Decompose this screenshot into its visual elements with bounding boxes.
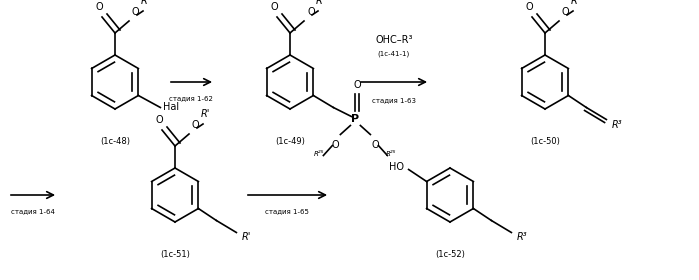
Text: (1c-48): (1c-48) xyxy=(100,137,130,146)
Text: O: O xyxy=(331,139,339,150)
Text: R³: R³ xyxy=(517,232,527,242)
Text: Hal: Hal xyxy=(164,102,180,113)
Text: R²⁵: R²⁵ xyxy=(314,151,324,157)
Text: стадия 1-64: стадия 1-64 xyxy=(11,208,55,214)
Text: O: O xyxy=(562,7,570,17)
Text: P: P xyxy=(352,115,359,125)
Text: R': R' xyxy=(316,0,325,6)
Text: O: O xyxy=(372,139,379,150)
Text: (1c-49): (1c-49) xyxy=(275,137,305,146)
Text: стадия 1-65: стадия 1-65 xyxy=(265,208,309,214)
Text: (1c-50): (1c-50) xyxy=(530,137,560,146)
Text: OHC–R³: OHC–R³ xyxy=(375,35,412,45)
Text: стадия 1-63: стадия 1-63 xyxy=(372,97,416,103)
Text: R': R' xyxy=(141,0,150,6)
Text: O: O xyxy=(155,115,163,125)
Text: R': R' xyxy=(201,109,210,119)
Text: (1c-52): (1c-52) xyxy=(435,250,465,259)
Text: O: O xyxy=(354,81,361,90)
Text: стадия 1-62: стадия 1-62 xyxy=(169,95,213,101)
Text: (1c-41-1): (1c-41-1) xyxy=(378,50,410,57)
Text: O: O xyxy=(307,7,315,17)
Text: R²⁵: R²⁵ xyxy=(386,151,396,157)
Text: O: O xyxy=(271,2,278,12)
Text: O: O xyxy=(95,2,103,12)
Text: HO: HO xyxy=(389,162,403,171)
Text: R³: R³ xyxy=(612,120,622,129)
Text: R⁷: R⁷ xyxy=(571,0,582,6)
Text: O: O xyxy=(525,2,533,12)
Text: (1c-51): (1c-51) xyxy=(160,250,190,259)
Text: O: O xyxy=(192,120,200,130)
Text: R': R' xyxy=(241,232,251,242)
Text: O: O xyxy=(132,7,140,17)
